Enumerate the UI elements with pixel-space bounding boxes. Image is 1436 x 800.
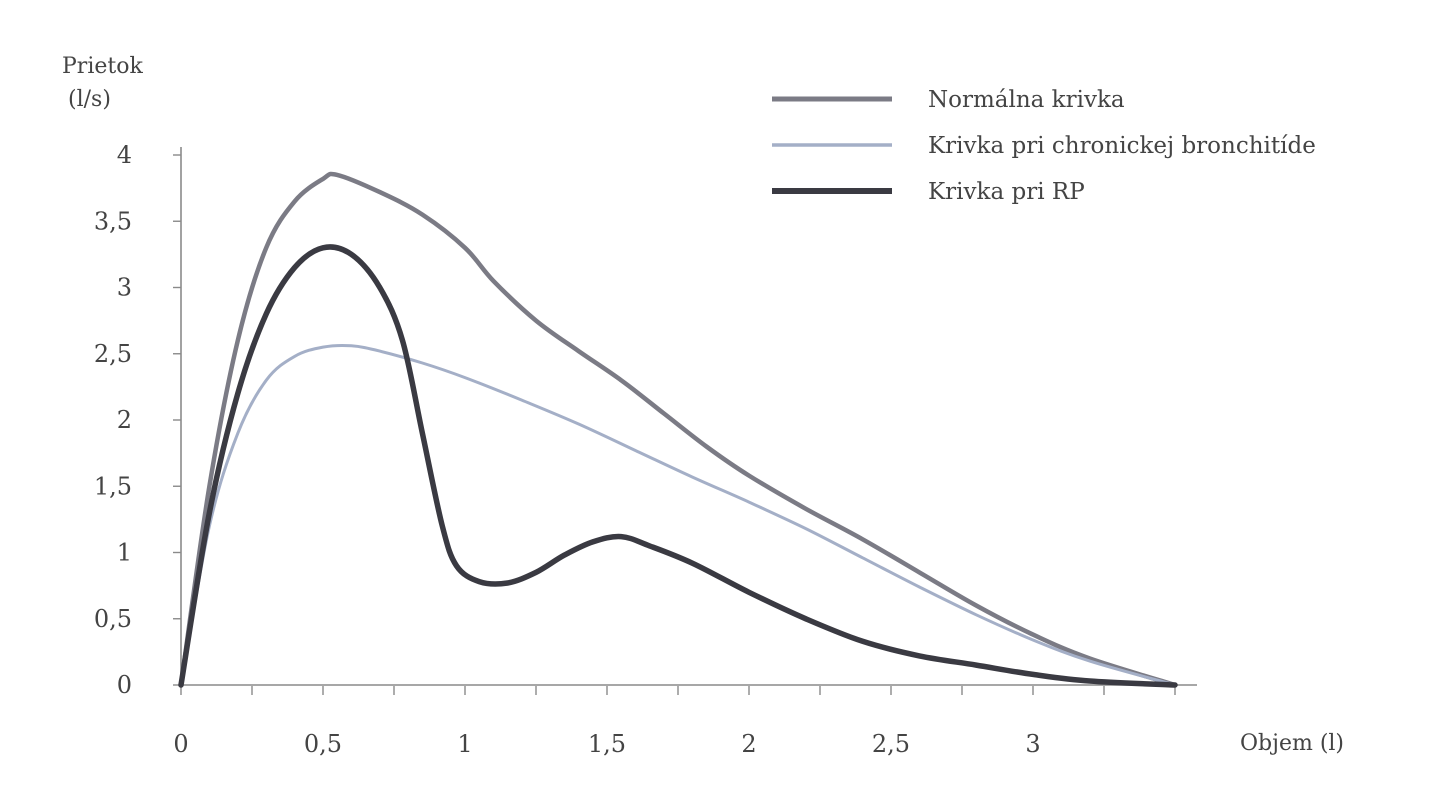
series-line-chronic-bronchitis (179, 343, 1177, 687)
y-tick-label: 1 (117, 539, 132, 567)
y-tick-label: 0 (117, 671, 132, 699)
y-tick-label: 4 (117, 141, 132, 169)
y-tick-label: 3 (117, 274, 132, 302)
x-tick-label: 1,5 (588, 730, 626, 758)
x-tick-label: 0 (173, 730, 188, 758)
x-tick-label: 2,5 (872, 730, 910, 758)
x-tick-label: 1 (457, 730, 472, 758)
x-axis-title: Objem (l) (1240, 731, 1344, 756)
x-tick-label: 2 (741, 730, 756, 758)
legend-label-chronic-bronchitis: Krivka pri chronickej bronchitíde (928, 133, 1316, 159)
series-line-normal (178, 171, 1178, 688)
y-tick-label: 3,5 (94, 207, 132, 235)
y-axis-title-line2: (l/s) (68, 87, 111, 112)
legend-label-normal: Normálna krivka (928, 87, 1125, 113)
y-tick-label: 0,5 (94, 605, 132, 633)
series-line-rp (178, 244, 1178, 688)
legend: Normálna krivka Krivka pri chronickej bro… (772, 87, 1316, 205)
x-tick-label: 3 (1025, 730, 1040, 758)
y-tick-label: 2,5 (94, 340, 132, 368)
legend-label-rp: Krivka pri RP (928, 179, 1085, 205)
x-tick-label: 0,5 (304, 730, 342, 758)
y-tick-label: 2 (117, 406, 132, 434)
axis-titles: Prietok (l/s) Objem (l) (62, 54, 1344, 756)
axes: 0 0,5 1 1,5 2 2,5 3 0 0,5 1 1,5 2 2,5 3 3,5 4 (94, 141, 1197, 758)
y-axis-title-line1: Prietok (62, 54, 143, 79)
y-tick-label: 1,5 (94, 472, 132, 500)
series-lines (178, 171, 1178, 688)
